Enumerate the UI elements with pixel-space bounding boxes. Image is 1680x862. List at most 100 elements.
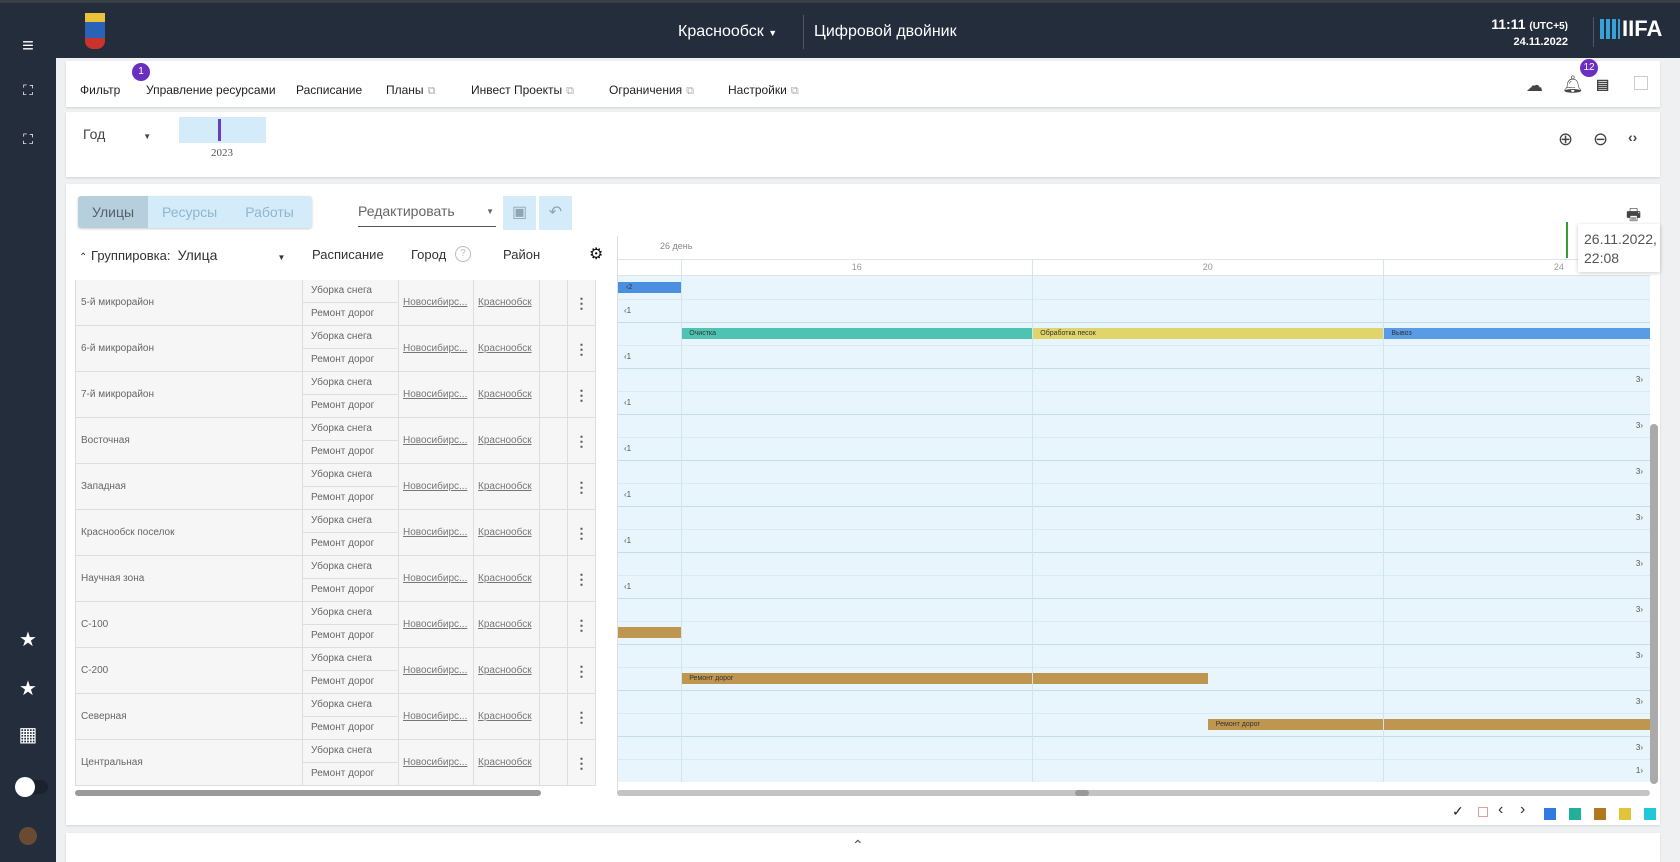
overflow-indicator[interactable]: 3› <box>1635 697 1643 706</box>
chevron-left-icon[interactable]: ‹ <box>1498 801 1504 818</box>
district-link[interactable]: Краснообск <box>478 527 532 538</box>
table-row[interactable]: Восточная Уборка снега Ремонт дорог Новосиб… <box>75 418 617 464</box>
table-row[interactable]: Краснообск поселок Уборка снега Ремонт дор… <box>75 510 617 556</box>
gantt-bar[interactable]: ‹2 <box>618 282 682 293</box>
avatar[interactable] <box>19 827 37 845</box>
city-cell[interactable]: Новосибирс... <box>399 510 474 556</box>
cloud-upload-icon[interactable]: ☁ <box>1526 76 1543 95</box>
overflow-indicator[interactable]: 3› <box>1635 651 1643 660</box>
district-cell[interactable]: Краснообск <box>474 372 540 418</box>
row-menu-icon[interactable]: ⋮ <box>568 464 596 510</box>
district-link[interactable]: Краснообск <box>478 711 532 722</box>
legend-color-swatch[interactable] <box>1619 808 1631 820</box>
overflow-indicator[interactable]: ‹1 <box>624 398 632 407</box>
scale-select[interactable]: Год ▼ <box>83 126 151 142</box>
year-handle[interactable] <box>218 119 221 141</box>
nav-item[interactable]: Фильтр <box>80 83 120 97</box>
city-link[interactable]: Новосибирс... <box>403 343 468 354</box>
city-cell[interactable]: Новосибирс... <box>399 464 474 510</box>
district-link[interactable]: Краснообск <box>478 435 532 446</box>
gantt-bar[interactable]: Вывоз <box>1383 328 1650 339</box>
overflow-indicator[interactable]: ‹1 <box>624 306 632 315</box>
theme-toggle[interactable] <box>15 777 48 797</box>
overflow-indicator[interactable]: 3› <box>1635 513 1643 522</box>
star-icon[interactable]: ★ <box>19 678 37 700</box>
row-menu-icon[interactable]: ⋮ <box>568 280 596 326</box>
tab-resources[interactable]: Ресурсы <box>162 204 218 220</box>
legend-color-swatch[interactable] <box>1644 808 1656 820</box>
overflow-indicator[interactable]: ‹1 <box>624 490 632 499</box>
help-icon[interactable]: ? <box>455 246 471 262</box>
district-cell[interactable]: Краснообск <box>474 648 540 694</box>
district-cell[interactable]: Краснообск <box>474 280 540 326</box>
gantt-horizontal-scrollbar[interactable] <box>617 790 1650 796</box>
nav-item[interactable]: Планы ⧉ <box>386 83 435 98</box>
city-selector[interactable]: Краснообск ▼ <box>678 23 777 41</box>
city-link[interactable]: Новосибирс... <box>403 527 468 538</box>
city-link[interactable]: Новосибирс... <box>403 573 468 584</box>
legend-color-swatch[interactable] <box>1569 808 1581 820</box>
overflow-indicator[interactable]: 3› <box>1635 605 1643 614</box>
chevron-right-icon[interactable]: › <box>1520 801 1526 818</box>
undo-button[interactable]: ↶ <box>539 196 572 230</box>
district-link[interactable]: Краснообск <box>478 665 532 676</box>
table-row[interactable]: С-100 Уборка снега Ремонт дорог Новосибирс.… <box>75 602 617 648</box>
vertical-scrollbar[interactable] <box>1650 424 1658 784</box>
city-cell[interactable]: Новосибирс... <box>399 556 474 602</box>
legend-color-swatch[interactable] <box>1594 808 1606 820</box>
nav-item[interactable]: Управление ресурсами <box>146 83 276 97</box>
legend-color-swatch[interactable] <box>1544 808 1556 820</box>
city-cell[interactable]: Новосибирс... <box>399 602 474 648</box>
overflow-indicator[interactable]: 3› <box>1635 375 1643 384</box>
city-cell[interactable]: Новосибирс... <box>399 694 474 740</box>
city-cell[interactable]: Новосибирс... <box>399 372 474 418</box>
city-link[interactable]: Новосибирс... <box>403 711 468 722</box>
nav-item[interactable]: Ограничения ⧉ <box>609 83 694 98</box>
zoom-in-icon[interactable]: ⊕ <box>1558 129 1574 149</box>
expand-horizontal-icon[interactable]: ‹› <box>1628 129 1638 145</box>
print-icon[interactable]: 🖶︎ <box>1626 207 1642 224</box>
gantt-bar[interactable]: Обработка песок <box>1032 328 1384 339</box>
district-cell[interactable]: Краснообск <box>474 326 540 372</box>
district-link[interactable]: Краснообск <box>478 757 532 768</box>
district-link[interactable]: Краснообск <box>478 389 532 400</box>
star-icon[interactable]: ★ <box>19 629 37 651</box>
table-row[interactable]: Северная Уборка снега Ремонт дорог Новосиби… <box>75 694 617 740</box>
column-city[interactable]: Город <box>411 247 447 262</box>
table-row[interactable]: 5-й микрорайон Уборка снега Ремонт дорог Но… <box>75 280 617 326</box>
zoom-out-icon[interactable]: ⊖ <box>1593 129 1609 149</box>
table-row[interactable]: С-200 Уборка снега Ремонт дорог Новосибирс.… <box>75 648 617 694</box>
column-district[interactable]: Район <box>503 247 541 262</box>
year-range[interactable] <box>179 117 266 143</box>
settings-gear-icon[interactable]: ⚙ <box>589 246 604 263</box>
checkbox-icon[interactable] <box>1478 807 1488 817</box>
city-link[interactable]: Новосибирс... <box>403 481 468 492</box>
row-menu-icon[interactable]: ⋮ <box>568 648 596 694</box>
row-menu-icon[interactable]: ⋮ <box>568 602 596 648</box>
tab-streets[interactable]: Улицы <box>78 196 149 228</box>
city-link[interactable]: Новосибирс... <box>403 297 468 308</box>
table-horizontal-scrollbar[interactable] <box>75 790 541 796</box>
row-menu-icon[interactable]: ⋮ <box>568 418 596 464</box>
gantt-bar[interactable]: Очистка <box>681 328 1033 339</box>
city-cell[interactable]: Новосибирс... <box>399 740 474 786</box>
table-row[interactable]: 6-й микрорайон Уборка снега Ремонт дорог Но… <box>75 326 617 372</box>
overflow-indicator[interactable]: ‹1 <box>624 582 632 591</box>
district-link[interactable]: Краснообск <box>478 481 532 492</box>
excel-icon[interactable]: ▤ <box>1596 76 1610 92</box>
city-link[interactable]: Новосибирс... <box>403 389 468 400</box>
table-row[interactable]: Центральная Уборка снега Ремонт дорог Новос… <box>75 740 617 786</box>
district-link[interactable]: Краснообск <box>478 619 532 630</box>
row-menu-icon[interactable]: ⋮ <box>568 372 596 418</box>
overflow-indicator[interactable]: 1› <box>1635 766 1643 775</box>
expand-up-icon[interactable]: ⌃ <box>852 837 864 853</box>
city-cell[interactable]: Новосибирс... <box>399 418 474 464</box>
grouping-select[interactable]: ⌃ Группировка: Улица ▼ <box>79 247 285 263</box>
row-menu-icon[interactable]: ⋮ <box>568 510 596 556</box>
row-menu-icon[interactable]: ⋮ <box>568 326 596 372</box>
overflow-indicator[interactable]: ‹1 <box>624 536 632 545</box>
overflow-indicator[interactable]: ‹1 <box>624 444 632 453</box>
district-cell[interactable]: Краснообск <box>474 418 540 464</box>
bell-icon[interactable]: 🔔︎ <box>1562 75 1584 94</box>
gantt-bar[interactable]: Ремонт дорог <box>681 673 1208 684</box>
